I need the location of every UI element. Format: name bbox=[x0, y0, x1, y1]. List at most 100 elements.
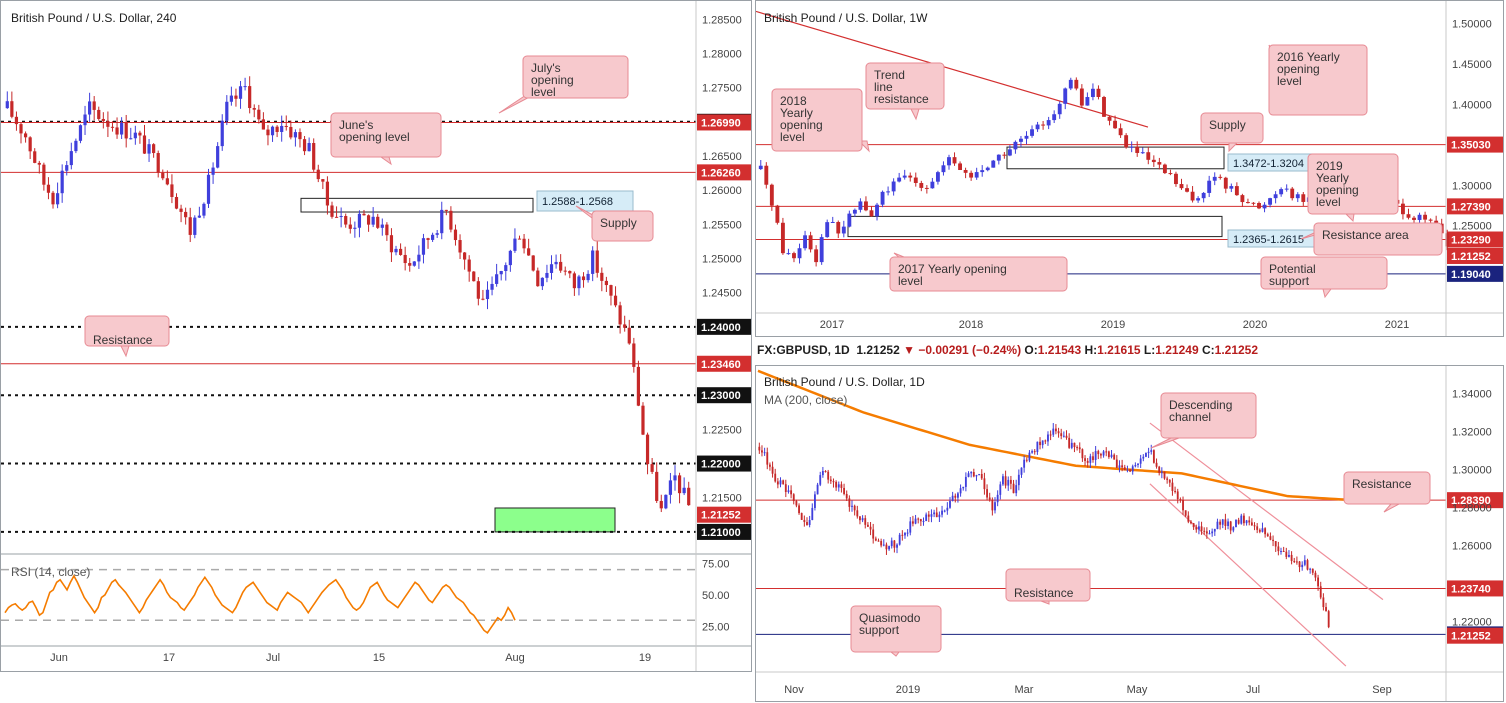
candle-body bbox=[1216, 521, 1219, 529]
candle-body bbox=[229, 95, 233, 102]
price-tick-label: 1.32000 bbox=[1452, 427, 1492, 439]
candle-body bbox=[824, 471, 827, 473]
candle-body bbox=[869, 210, 874, 217]
candle-body bbox=[142, 135, 147, 154]
candle-body bbox=[991, 160, 996, 168]
w1-chart[interactable]: 1.35030 1.27390 1.23290 1.21252 1.19040 1.347… bbox=[756, 1, 1504, 337]
candle-body bbox=[467, 259, 471, 272]
callout-box bbox=[1200, 112, 1264, 144]
candle-body bbox=[1190, 521, 1192, 524]
candle-body bbox=[1158, 466, 1161, 473]
callout-pointer bbox=[1383, 503, 1400, 513]
candle-body bbox=[919, 182, 924, 188]
price-tick-label: 1.22000 bbox=[1452, 616, 1492, 628]
candle-body bbox=[930, 514, 933, 517]
time-tick-label: 19 bbox=[639, 652, 651, 664]
candle-body bbox=[353, 227, 357, 229]
candle-body bbox=[577, 276, 581, 289]
candle-body bbox=[904, 532, 906, 536]
candle-body bbox=[202, 203, 206, 216]
candle-body bbox=[1007, 149, 1012, 156]
candle-body bbox=[1213, 528, 1216, 532]
candle-body bbox=[10, 101, 14, 117]
candle-body bbox=[819, 237, 824, 263]
price-tick-label: 1.28000 bbox=[1452, 503, 1492, 515]
candle-body bbox=[891, 181, 896, 192]
candle-body bbox=[124, 122, 128, 139]
candle-body bbox=[1100, 454, 1102, 456]
candle-body bbox=[848, 498, 851, 507]
price-badge bbox=[1447, 492, 1503, 509]
candle-body bbox=[771, 466, 774, 474]
callout-box bbox=[330, 112, 442, 158]
candle-body bbox=[1057, 103, 1062, 115]
candle-body bbox=[996, 154, 1001, 161]
candle-body bbox=[825, 222, 830, 238]
time-tick-label: Nov bbox=[784, 684, 804, 696]
price-badge-label: 1.21252 bbox=[1451, 251, 1491, 263]
candle-body bbox=[19, 124, 23, 134]
candle-body bbox=[906, 532, 909, 534]
candle-body bbox=[949, 500, 951, 508]
candle-body bbox=[152, 144, 156, 154]
candle-body bbox=[248, 86, 252, 109]
candle-body bbox=[1085, 97, 1090, 106]
candle-body bbox=[266, 129, 270, 136]
candle-body bbox=[417, 254, 421, 262]
candle-body bbox=[1293, 560, 1296, 562]
callout-label: 2019 Yearly opening level bbox=[1316, 159, 1359, 209]
candle-body bbox=[896, 544, 898, 548]
candle-body bbox=[1417, 214, 1422, 220]
rsi-tick-label: 25.00 bbox=[702, 622, 730, 634]
candle-body bbox=[1084, 458, 1086, 461]
candle-body bbox=[803, 235, 807, 249]
candle-body bbox=[775, 205, 780, 223]
candle-body bbox=[609, 285, 613, 296]
candle-body bbox=[874, 538, 877, 541]
down-arrow-icon: ▼ bbox=[903, 343, 915, 357]
d1-chart[interactable]: 1.283901.237401.213201.21252Descendingch… bbox=[756, 366, 1504, 702]
time-tick-label: 15 bbox=[373, 652, 385, 664]
candle-body bbox=[293, 132, 298, 138]
ma-200-line bbox=[757, 369, 1368, 503]
candle-body bbox=[893, 540, 896, 548]
zone-range-label: 1.2588-1.2568 bbox=[542, 196, 613, 208]
candle-body bbox=[1041, 440, 1044, 446]
callout-pointer bbox=[1322, 288, 1332, 299]
candle-body bbox=[758, 165, 763, 170]
candle-body bbox=[830, 221, 835, 223]
candle-body bbox=[298, 132, 302, 140]
candle-body bbox=[28, 137, 32, 152]
time-tick-label: 2020 bbox=[1243, 319, 1267, 331]
d1-chart-title: British Pound / U.S. Dollar, 1D bbox=[764, 375, 925, 389]
candle-body bbox=[1145, 452, 1147, 457]
candle-body bbox=[1150, 450, 1153, 452]
candle-body bbox=[808, 235, 813, 250]
candle-body bbox=[1139, 458, 1142, 464]
candle-body bbox=[832, 481, 835, 483]
candle-body bbox=[925, 514, 928, 522]
candle-body bbox=[941, 510, 943, 515]
candle-body bbox=[449, 210, 453, 230]
time-tick-label: 2021 bbox=[1385, 319, 1409, 331]
candle-body bbox=[463, 252, 467, 260]
w1-chart-panel[interactable]: 1.35030 1.27390 1.23290 1.21252 1.19040 1.347… bbox=[755, 0, 1504, 337]
price-tick-label: 1.25000 bbox=[702, 253, 742, 265]
candle-body bbox=[1174, 173, 1178, 185]
callout-label: Resistance bbox=[93, 333, 153, 347]
price-badge-label: 1.22000 bbox=[701, 459, 741, 471]
candle-body bbox=[806, 522, 808, 525]
candle-body bbox=[325, 181, 330, 206]
h4-chart[interactable]: 1.270001.269901.262601.240001.234601.230… bbox=[1, 1, 752, 672]
d1-chart-panel[interactable]: 1.283901.237401.213201.21252Descendingch… bbox=[755, 365, 1504, 702]
price-badge-label: 1.23290 bbox=[1451, 235, 1491, 247]
candle-body bbox=[37, 162, 41, 165]
h4-chart-panel[interactable]: 1.270001.269901.262601.240001.234601.230… bbox=[0, 0, 752, 672]
candle-body bbox=[1060, 433, 1063, 437]
candle-body bbox=[758, 446, 761, 451]
candle-body bbox=[1092, 456, 1094, 461]
candle-body bbox=[115, 127, 119, 135]
candle-body bbox=[1279, 189, 1284, 195]
candle-body bbox=[92, 101, 96, 110]
candle-body bbox=[766, 452, 769, 465]
